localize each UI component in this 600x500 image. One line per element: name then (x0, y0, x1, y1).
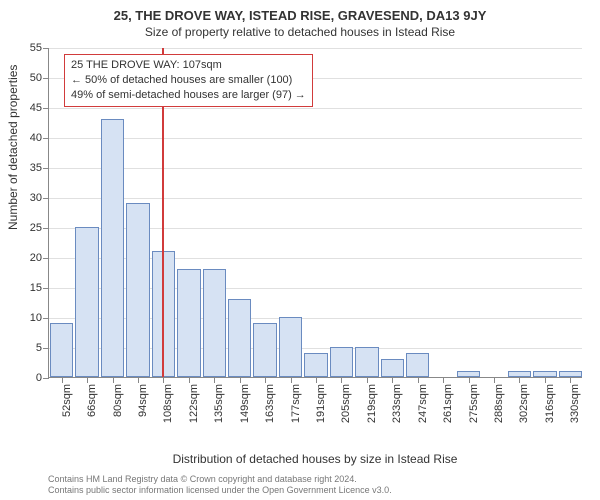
y-tick-label: 5 (18, 342, 42, 354)
x-axis-label: Distribution of detached houses by size … (48, 452, 582, 466)
attribution-footer: Contains HM Land Registry data © Crown c… (48, 474, 392, 496)
x-tick-label: 94sqm (137, 384, 149, 417)
x-tick (62, 377, 63, 383)
page-root: 25, THE DROVE WAY, ISTEAD RISE, GRAVESEN… (0, 0, 600, 500)
y-tick-label: 15 (18, 282, 42, 294)
y-tick (43, 168, 49, 169)
x-tick (341, 377, 342, 383)
x-tick (240, 377, 241, 383)
x-tick (418, 377, 419, 383)
x-tick-label: 149sqm (239, 384, 251, 423)
x-tick-label: 205sqm (340, 384, 352, 423)
histogram-bar (355, 347, 378, 377)
x-tick-label: 177sqm (290, 384, 302, 423)
x-tick (494, 377, 495, 383)
y-tick-label: 0 (18, 372, 42, 384)
y-tick-label: 45 (18, 102, 42, 114)
y-tick (43, 288, 49, 289)
histogram-bar (279, 317, 302, 377)
chart-subtitle: Size of property relative to detached ho… (0, 23, 600, 39)
histogram-bar (304, 353, 327, 377)
x-tick-label: 261sqm (442, 384, 454, 423)
info-line-3: 49% of semi-detached houses are larger (… (71, 88, 306, 103)
x-tick (113, 377, 114, 383)
y-tick-label: 55 (18, 42, 42, 54)
x-tick (87, 377, 88, 383)
histogram-bar (406, 353, 429, 377)
y-tick (43, 108, 49, 109)
x-tick-label: 316sqm (544, 384, 556, 423)
x-tick (469, 377, 470, 383)
x-tick (443, 377, 444, 383)
y-tick (43, 228, 49, 229)
x-tick-label: 135sqm (213, 384, 225, 423)
x-tick (291, 377, 292, 383)
x-tick-label: 288sqm (493, 384, 505, 423)
y-tick-label: 35 (18, 162, 42, 174)
x-tick-label: 302sqm (518, 384, 530, 423)
gridline (49, 48, 582, 49)
histogram-bar (203, 269, 226, 377)
x-tick-label: 330sqm (569, 384, 581, 423)
x-tick (392, 377, 393, 383)
histogram-bar (101, 119, 124, 377)
x-tick (189, 377, 190, 383)
footer-line-2: Contains public sector information licen… (48, 485, 392, 496)
y-tick (43, 48, 49, 49)
x-tick-label: 275sqm (468, 384, 480, 423)
x-tick-label: 219sqm (366, 384, 378, 423)
y-tick (43, 348, 49, 349)
histogram-bar (228, 299, 251, 377)
histogram-bar (253, 323, 276, 377)
x-tick (265, 377, 266, 383)
x-tick (367, 377, 368, 383)
x-tick (214, 377, 215, 383)
y-tick (43, 258, 49, 259)
y-tick-label: 40 (18, 132, 42, 144)
x-tick-label: 163sqm (264, 384, 276, 423)
histogram-bar (75, 227, 98, 377)
x-tick-label: 122sqm (188, 384, 200, 423)
y-tick-label: 50 (18, 72, 42, 84)
footer-line-1: Contains HM Land Registry data © Crown c… (48, 474, 392, 485)
y-tick (43, 138, 49, 139)
y-tick-label: 30 (18, 192, 42, 204)
info-line-2: ← 50% of detached houses are smaller (10… (71, 73, 306, 88)
y-tick-label: 25 (18, 222, 42, 234)
x-tick-label: 52sqm (61, 384, 73, 417)
x-tick-label: 233sqm (391, 384, 403, 423)
gridline (49, 198, 582, 199)
x-tick (316, 377, 317, 383)
x-tick-label: 247sqm (417, 384, 429, 423)
histogram-bar (330, 347, 353, 377)
x-tick (138, 377, 139, 383)
chart-title: 25, THE DROVE WAY, ISTEAD RISE, GRAVESEN… (0, 0, 600, 23)
y-tick (43, 78, 49, 79)
y-tick (43, 378, 49, 379)
x-tick (519, 377, 520, 383)
x-tick (545, 377, 546, 383)
histogram-bar (177, 269, 200, 377)
gridline (49, 168, 582, 169)
histogram-bar (50, 323, 73, 377)
histogram-bar (126, 203, 149, 377)
histogram-bar (381, 359, 404, 377)
x-tick-label: 66sqm (86, 384, 98, 417)
gridline (49, 138, 582, 139)
gridline (49, 108, 582, 109)
x-tick (570, 377, 571, 383)
chart-area: 52sqm66sqm80sqm94sqm108sqm122sqm135sqm14… (48, 48, 582, 418)
reference-info-box: 25 THE DROVE WAY: 107sqm ← 50% of detach… (64, 54, 313, 107)
y-tick-label: 10 (18, 312, 42, 324)
y-tick (43, 198, 49, 199)
y-tick (43, 318, 49, 319)
y-axis-label: Number of detached properties (6, 65, 20, 230)
x-tick-label: 191sqm (315, 384, 327, 423)
x-tick-label: 80sqm (112, 384, 124, 417)
x-tick (163, 377, 164, 383)
info-line-1: 25 THE DROVE WAY: 107sqm (71, 58, 306, 73)
x-tick-label: 108sqm (162, 384, 174, 423)
y-tick-label: 20 (18, 252, 42, 264)
